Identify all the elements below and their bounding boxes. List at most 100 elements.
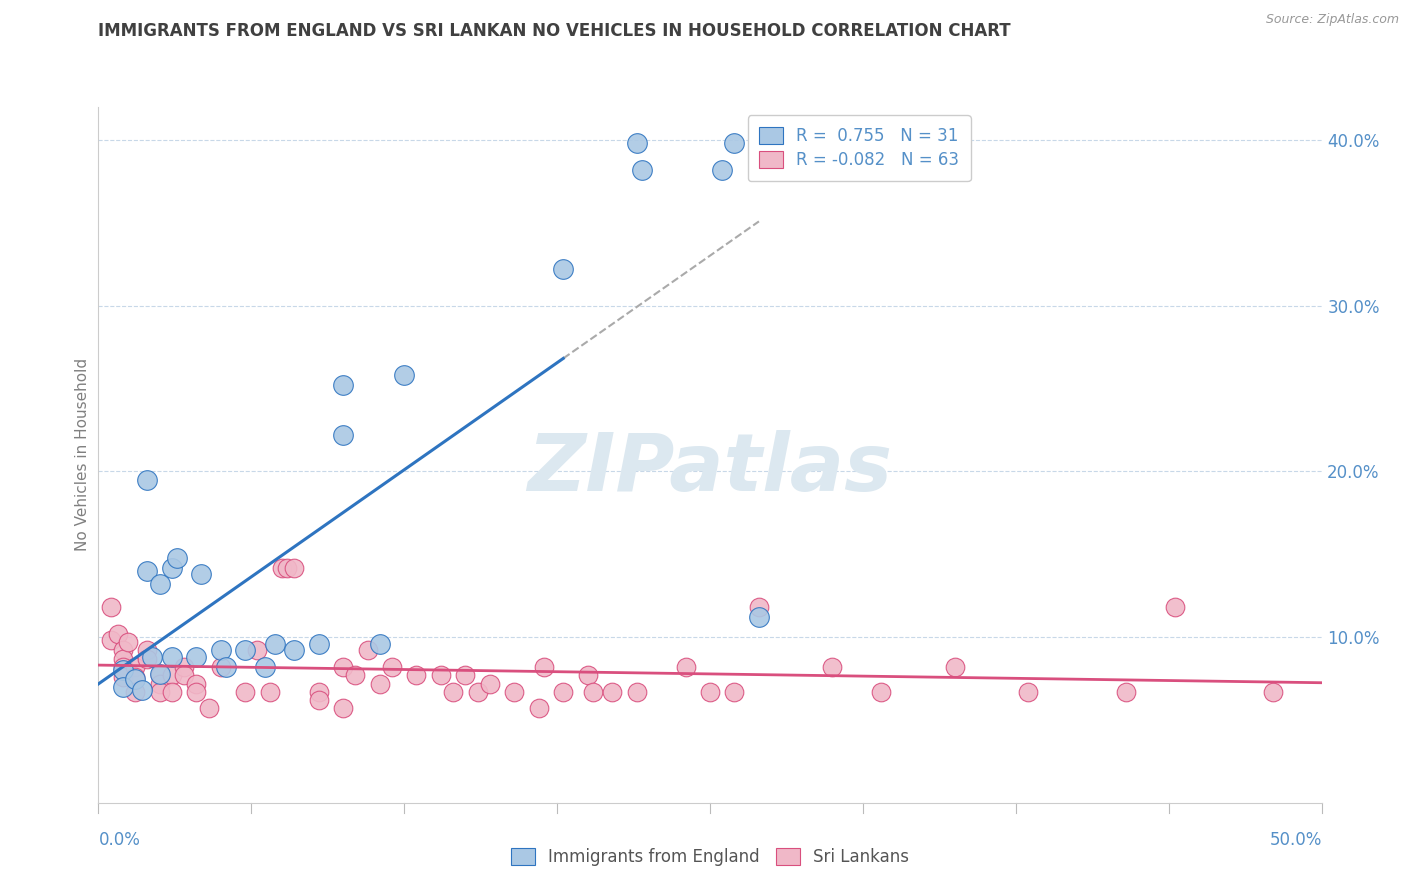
Point [1261,685,1284,699]
Point [149,685,172,699]
Point [1164,600,1187,615]
Point [699,685,721,699]
Point [581,685,603,699]
Point [405,668,427,682]
Point [233,643,256,657]
Point [332,428,354,442]
Point [503,685,526,699]
Point [124,685,146,699]
Point [723,685,745,699]
Point [214,660,236,674]
Point [141,650,163,665]
Point [270,560,294,574]
Point [943,660,966,674]
Point [711,163,734,178]
Point [136,473,159,487]
Point [576,668,599,682]
Point [124,660,146,674]
Point [131,683,153,698]
Text: Source: ZipAtlas.com: Source: ZipAtlas.com [1265,13,1399,27]
Point [209,643,232,657]
Point [173,668,195,682]
Point [190,567,212,582]
Point [173,660,195,674]
Point [186,676,208,690]
Point [197,701,219,715]
Point [1115,685,1137,699]
Point [100,600,122,615]
Y-axis label: No Vehicles in Household: No Vehicles in Household [75,359,90,551]
Point [527,701,550,715]
Point [111,670,134,684]
Point [111,663,134,677]
Point [136,564,159,578]
Point [630,163,652,178]
Point [675,660,697,674]
Point [553,262,575,277]
Point [626,685,648,699]
Point [107,627,129,641]
Point [111,660,134,674]
Text: IMMIGRANTS FROM ENGLAND VS SRI LANKAN NO VEHICLES IN HOUSEHOLD CORRELATION CHART: IMMIGRANTS FROM ENGLAND VS SRI LANKAN NO… [98,22,1011,40]
Point [441,685,464,699]
Point [149,676,172,690]
Point [381,660,404,674]
Point [111,643,134,657]
Point [259,685,281,699]
Point [356,643,378,657]
Point [124,670,146,684]
Point [553,685,575,699]
Point [748,600,770,615]
Point [253,660,276,674]
Point [283,643,305,657]
Point [136,651,159,665]
Point [308,685,330,699]
Point [344,668,367,682]
Point [308,693,330,707]
Point [160,650,183,665]
Point [332,701,354,715]
Point [533,660,555,674]
Text: 0.0%: 0.0% [98,830,141,848]
Point [166,550,188,565]
Point [209,660,232,674]
Legend: Immigrants from England, Sri Lankans: Immigrants from England, Sri Lankans [499,837,921,878]
Point [454,668,477,682]
Point [263,637,285,651]
Point [111,680,134,694]
Point [821,660,844,674]
Text: ZIPatlas: ZIPatlas [527,430,893,508]
Point [100,633,122,648]
Point [149,668,172,682]
Point [233,685,256,699]
Point [149,577,172,591]
Point [149,666,172,681]
Text: 50.0%: 50.0% [1270,830,1322,848]
Point [124,672,146,686]
Point [160,560,183,574]
Point [332,378,354,392]
Point [368,676,391,690]
Point [136,643,159,657]
Point [186,650,208,665]
Point [111,651,134,665]
Point [160,685,183,699]
Point [117,635,139,649]
Point [748,610,770,624]
Point [430,668,453,682]
Point [308,637,330,651]
Point [392,368,416,383]
Point [276,560,298,574]
Point [723,136,745,151]
Point [626,136,648,151]
Point [368,637,391,651]
Point [186,685,208,699]
Point [283,560,305,574]
Point [478,676,501,690]
Point [332,660,354,674]
Point [600,685,623,699]
Point [246,643,269,657]
Point [870,685,893,699]
Point [160,668,183,682]
Point [1017,685,1039,699]
